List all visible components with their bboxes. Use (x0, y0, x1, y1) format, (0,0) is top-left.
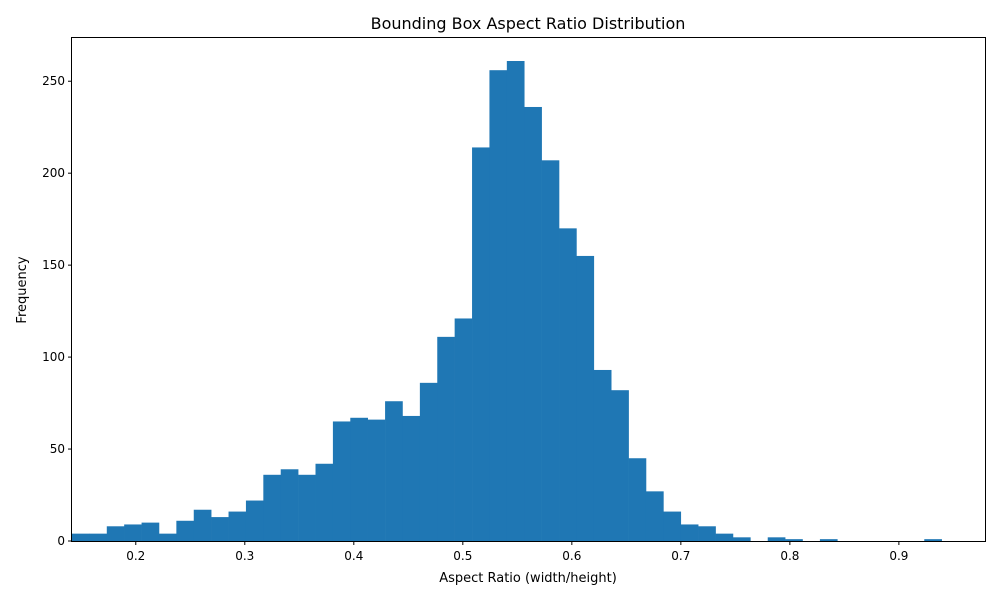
histogram-bar (506, 61, 525, 541)
x-tick-label: 0.8 (780, 549, 799, 563)
histogram-bar (332, 421, 351, 541)
x-tick-label: 0.3 (235, 549, 254, 563)
histogram-bar (367, 419, 386, 541)
histogram-bar (715, 533, 734, 541)
histogram-bar (698, 526, 716, 541)
plot-frame (71, 37, 986, 542)
x-tick-label: 0.9 (889, 549, 908, 563)
histogram-bar (663, 511, 682, 541)
histogram-bar (124, 524, 142, 541)
y-tick-label: 50 (50, 442, 65, 456)
x-tick-label: 0.6 (562, 549, 581, 563)
y-tick-label: 0 (57, 534, 65, 548)
histogram-bar (158, 533, 177, 541)
histogram-bar (245, 500, 264, 541)
chart-title: Bounding Box Aspect Ratio Distribution (371, 14, 686, 33)
histogram-bar (645, 491, 664, 541)
histogram-bar (628, 458, 647, 541)
histogram-bar (785, 539, 803, 541)
histogram-bar (767, 537, 786, 541)
histogram-bar (106, 526, 125, 541)
histogram-bar (924, 539, 942, 541)
histogram-bar (472, 147, 490, 542)
histogram-bar (193, 509, 212, 541)
histogram-bar (611, 390, 629, 541)
histogram-bar (141, 522, 160, 541)
histogram-bar (576, 255, 595, 541)
x-tick-label: 0.4 (344, 549, 363, 563)
x-tick-label: 0.7 (671, 549, 690, 563)
histogram-bar (559, 228, 577, 541)
histogram-bar (211, 517, 229, 541)
x-axis-label: Aspect Ratio (width/height) (439, 571, 617, 586)
y-tick-label: 200 (42, 166, 65, 180)
y-axis-label: Frequency (15, 256, 30, 323)
histogram-bar (419, 382, 438, 541)
histogram-bar (402, 415, 421, 541)
histogram-bar (298, 474, 316, 541)
x-axis-ticks: 0.2 0.3 0.4 0.5 0.6 0.7 0.8 0.9 (126, 541, 908, 563)
histogram-bar (350, 417, 368, 541)
histogram-bar (489, 70, 508, 541)
histogram-bar (593, 369, 612, 541)
bars-group (72, 61, 942, 542)
histogram-bar (437, 336, 455, 541)
histogram-bar (385, 401, 403, 541)
histogram-bar (819, 539, 838, 541)
histogram-bar (315, 463, 334, 541)
histogram-bar (732, 537, 751, 541)
histogram-bar (176, 520, 195, 541)
histogram-bar (454, 318, 473, 541)
x-tick-label: 0.2 (126, 549, 145, 563)
y-tick-label: 150 (42, 258, 65, 272)
histogram-bar (228, 511, 247, 541)
histogram-bar (280, 469, 299, 541)
histogram-bar (524, 106, 542, 541)
histogram-bar (72, 533, 90, 541)
histogram-bar (263, 474, 282, 541)
histogram-bar (680, 524, 699, 541)
y-tick-label: 100 (42, 350, 65, 364)
x-tick-label: 0.5 (453, 549, 472, 563)
y-tick-label: 250 (42, 74, 65, 88)
histogram-bar (541, 160, 560, 541)
y-axis-ticks: 0 50 100 150 200 250 (42, 74, 72, 548)
histogram-bar (89, 533, 108, 541)
